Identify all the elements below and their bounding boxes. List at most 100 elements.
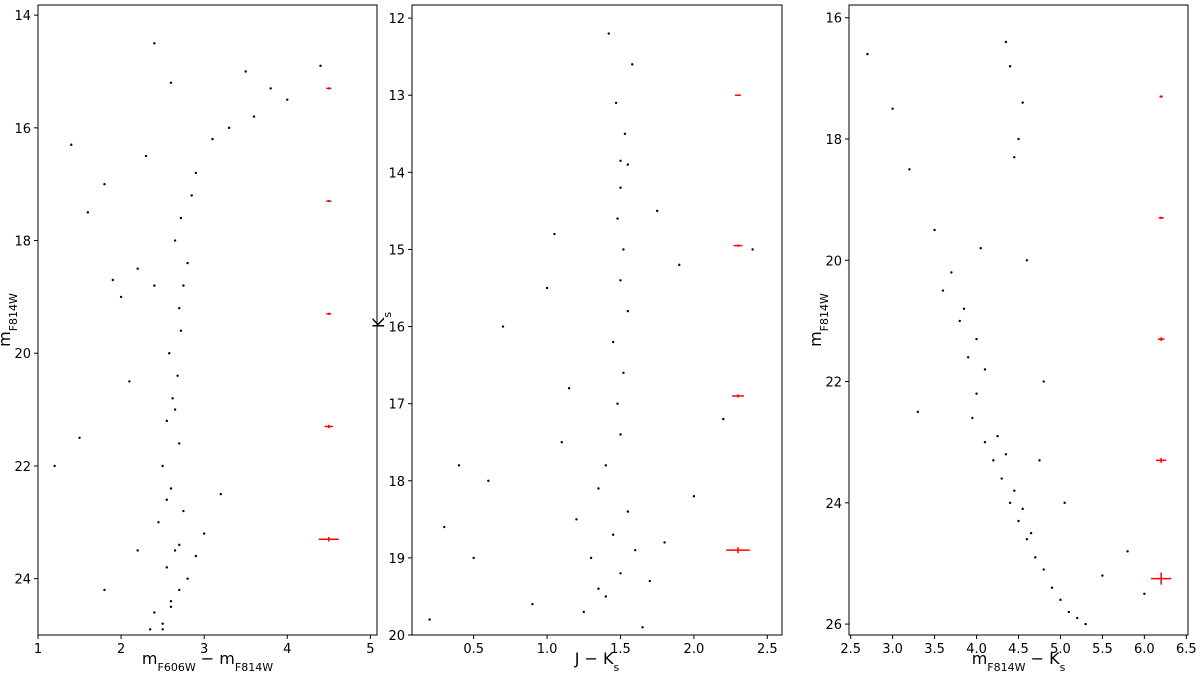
data-point (269, 87, 272, 90)
data-point (655, 209, 659, 213)
x-tick-label: 1 (34, 642, 42, 657)
data-point (136, 267, 139, 270)
x-tick-label: 3 (200, 642, 208, 657)
data-point (611, 533, 615, 536)
data-point (962, 307, 966, 310)
data-point (1042, 568, 1045, 571)
y-tick-label: 19 (388, 552, 405, 567)
data-point (173, 239, 177, 242)
data-point (428, 618, 431, 621)
y-axis-label-part: m (0, 331, 14, 347)
data-point (616, 217, 619, 220)
y-axis-label-part: F814W (7, 293, 20, 331)
data-point (619, 186, 622, 189)
data-point (1126, 550, 1129, 553)
y-axis-label: mF814W (806, 293, 831, 347)
data-point (153, 284, 156, 287)
x-axis-label-part: − m (196, 649, 235, 668)
data-point (78, 436, 81, 439)
data-point (1025, 537, 1029, 541)
data-point (182, 284, 185, 287)
data-point (202, 532, 206, 535)
data-point (545, 286, 549, 290)
x-tick-label: 2.5 (757, 642, 778, 657)
data-point (616, 402, 619, 405)
x-tick-label: 5.5 (1092, 642, 1113, 657)
x-tick-label: 3.0 (882, 642, 903, 657)
panel: 2.5 3.0 3.5 4.0 4.5 5.0 5.5 6.0 6.5 16 18 20 22 24 26 m… (806, 4, 1197, 674)
plot-frame (411, 4, 783, 636)
data-point (179, 329, 183, 332)
data-point (1084, 622, 1087, 626)
data-point (178, 588, 181, 592)
data-point (179, 216, 183, 220)
data-point (983, 440, 987, 444)
y-tick-label: 12 (388, 12, 405, 27)
plot-frame (37, 4, 378, 636)
data-point (597, 587, 600, 590)
y-axis-label-part: s (381, 312, 394, 318)
data-point (165, 419, 168, 423)
y-tick-label: 20 (388, 629, 405, 644)
data-point (992, 459, 995, 462)
data-point (891, 107, 894, 110)
x-tick-label: 6.5 (1176, 642, 1197, 657)
data-point (553, 232, 556, 236)
data-point (161, 464, 164, 468)
data-point (168, 352, 171, 355)
data-point (1059, 598, 1062, 602)
y-tick-label: 20 (825, 254, 842, 269)
data-point (169, 81, 173, 84)
x-axis-label-part: J − K (574, 649, 614, 668)
data-point (1000, 477, 1003, 480)
data-point (1025, 259, 1029, 262)
data-point (678, 263, 681, 267)
data-point (958, 319, 961, 323)
data-point (582, 610, 585, 614)
data-point (626, 510, 630, 513)
data-point (1008, 501, 1012, 505)
y-tick-label: 15 (388, 243, 405, 258)
data-point (457, 464, 461, 467)
data-point (975, 392, 978, 395)
data-point (1021, 101, 1024, 104)
y-axis-label-part: F814W (818, 293, 831, 331)
data-point (950, 271, 953, 274)
data-point (157, 521, 160, 524)
x-tick-label: 0.5 (463, 642, 484, 657)
data-point (1021, 507, 1024, 511)
data-point (190, 194, 193, 197)
data-point (176, 374, 179, 377)
data-point (103, 182, 106, 186)
plot-frame (848, 4, 1189, 636)
data-point (227, 126, 231, 130)
data-point (194, 171, 198, 175)
data-point (751, 248, 754, 251)
data-point (866, 52, 869, 56)
data-point (631, 63, 634, 66)
data-point (178, 306, 181, 310)
data-point (633, 548, 637, 552)
data-point (128, 380, 131, 383)
x-axis-label-part: s (1060, 661, 1066, 674)
data-point (663, 541, 666, 544)
data-point (165, 498, 168, 501)
x-axis-label: mF606W − mF814W (142, 649, 273, 674)
x-tick-label: 1.5 (610, 642, 631, 657)
data-point (86, 211, 90, 214)
data-point (161, 622, 164, 625)
data-point (169, 599, 173, 603)
data-point (1143, 592, 1146, 595)
data-point (622, 248, 625, 251)
data-point (623, 132, 627, 135)
y-axis-label-part: m (806, 331, 825, 347)
y-tick-label: 22 (825, 376, 842, 391)
data-point (531, 602, 534, 606)
data-point (916, 410, 920, 414)
x-tick-label: 5 (366, 642, 374, 657)
x-tick-label: 5.0 (1050, 642, 1071, 657)
x-tick-label: 4.0 (966, 642, 987, 657)
data-point (1042, 380, 1045, 383)
data-point (966, 356, 970, 359)
